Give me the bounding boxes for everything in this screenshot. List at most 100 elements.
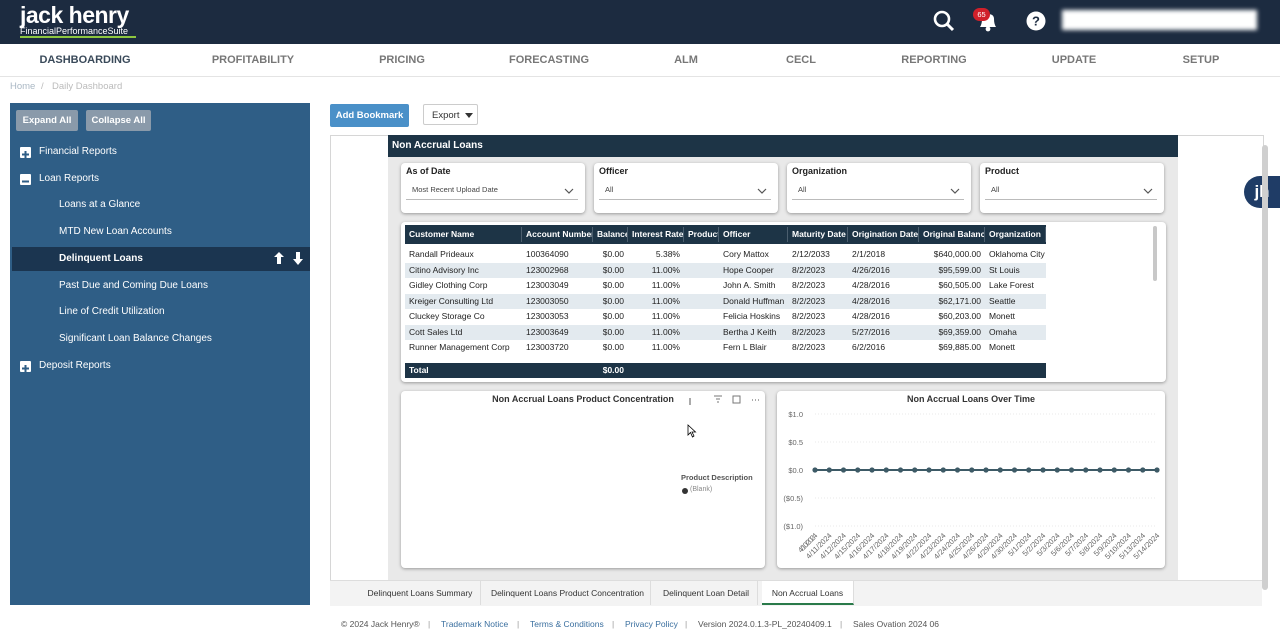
filter-dropdown[interactable]: All bbox=[599, 183, 771, 200]
table-cell: 8/2/2023 bbox=[792, 264, 826, 275]
y-tick-label: ($1.0) bbox=[783, 522, 803, 531]
nav-item[interactable]: FORECASTING bbox=[508, 54, 590, 66]
scrollbar bbox=[1262, 145, 1268, 590]
table-cell: $0.00 bbox=[602, 342, 624, 352]
nav-item[interactable]: DASHBOARDING bbox=[39, 54, 131, 66]
arrow-down bbox=[293, 251, 303, 265]
column-header[interactable]: Organization bbox=[985, 227, 1046, 242]
column-header[interactable]: Interest Rate bbox=[628, 227, 684, 242]
table-cell: Fern L Blair bbox=[723, 342, 767, 352]
page-tab[interactable]: Delinquent Loan Detail bbox=[655, 581, 758, 605]
column-header[interactable]: Balance bbox=[593, 227, 628, 242]
tree-folder[interactable]: Financial Reports bbox=[39, 146, 117, 157]
tree-report[interactable]: Significant Loan Balance Changes bbox=[59, 332, 212, 344]
collapse-icon[interactable] bbox=[20, 173, 31, 185]
table-cell: 11.00% bbox=[651, 264, 680, 275]
reorder-arrows[interactable] bbox=[272, 247, 308, 271]
data-point bbox=[869, 467, 875, 473]
nav-item[interactable]: REPORTING bbox=[901, 54, 967, 66]
table-cell: 123003720 bbox=[526, 342, 569, 352]
table-cell: $0.00 bbox=[602, 280, 624, 290]
help-icon[interactable]: ? bbox=[1025, 10, 1047, 32]
table-cell: 11.00% bbox=[651, 280, 680, 290]
expand-icon[interactable] bbox=[20, 360, 31, 372]
table-cell: $0.00 bbox=[602, 295, 624, 306]
tree-report[interactable]: Past Due and Coming Due Loans bbox=[59, 279, 208, 291]
chevron-shape bbox=[757, 188, 767, 194]
column-header[interactable]: Officer bbox=[719, 227, 788, 242]
breadcrumb-link[interactable]: Home bbox=[10, 81, 36, 92]
table-cell: $69,885.00 bbox=[938, 342, 981, 352]
data-point bbox=[1140, 467, 1146, 473]
table-cell: Seattle bbox=[989, 295, 1016, 306]
filter-dropdown[interactable]: All bbox=[985, 183, 1157, 200]
expand-icon[interactable] bbox=[20, 147, 31, 158]
breadcrumb-separator: / bbox=[41, 81, 44, 92]
table-cell: $95,599.00 bbox=[938, 264, 981, 275]
column-header[interactable]: Customer Name bbox=[405, 227, 522, 242]
table-cell: Felicia Hoskins bbox=[723, 311, 781, 321]
expand-all-button[interactable]: Expand All bbox=[16, 110, 78, 131]
logo-sub: FinancialPerformanceSuite bbox=[20, 26, 129, 36]
footer-item[interactable]: Trademark Notice bbox=[441, 619, 509, 629]
table-cell: $62,171.00 bbox=[938, 295, 981, 306]
tree-report[interactable]: Line of Credit Utilization bbox=[59, 306, 165, 318]
table-cell: Cott Sales Ltd bbox=[409, 326, 463, 337]
page-tab[interactable]: Non Accrual Loans bbox=[762, 581, 854, 605]
filter-label: Organization bbox=[792, 166, 848, 176]
nav-item[interactable]: CECL bbox=[786, 54, 816, 66]
tree-report[interactable]: Loans at a Glance bbox=[59, 199, 141, 211]
column-header[interactable]: Maturity Date bbox=[788, 227, 848, 242]
report-canvas: Non Accrual Loans As of Date Most Recent U… bbox=[388, 135, 1178, 580]
nav-item[interactable]: ALM bbox=[674, 54, 698, 66]
mouse-cursor bbox=[687, 424, 697, 438]
footer-item[interactable]: Privacy Policy bbox=[625, 619, 678, 629]
column-header[interactable]: Origination Date bbox=[848, 227, 919, 242]
filter-card: As of Date Most Recent Upload Date bbox=[401, 163, 585, 213]
table-cell: Omaha bbox=[989, 326, 1017, 337]
column-header[interactable]: Product bbox=[684, 227, 719, 242]
data-point bbox=[997, 467, 1003, 473]
table-cell: Bertha J Keith bbox=[723, 326, 777, 337]
nav-item[interactable]: PROFITABILITY bbox=[211, 54, 295, 66]
page-tab[interactable]: Delinquent Loans Summary bbox=[360, 581, 481, 605]
filter-dropdown[interactable]: Most Recent Upload Date bbox=[406, 183, 578, 200]
notification-badge[interactable]: 65 bbox=[973, 8, 990, 21]
nav-item[interactable]: PRICING bbox=[379, 54, 425, 66]
table-cell: St Louis bbox=[989, 264, 1020, 275]
visual-header-icons[interactable] bbox=[686, 394, 766, 406]
table-cell: 123002968 bbox=[526, 264, 569, 275]
footer-item[interactable]: Terms & Conditions bbox=[530, 619, 604, 629]
table-cell: $69,359.00 bbox=[938, 326, 981, 337]
page-tab[interactable]: Delinquent Loans Product Concentration bbox=[485, 581, 651, 605]
column-header[interactable]: Original Balance bbox=[919, 227, 985, 242]
total-balance: $0.00 bbox=[602, 365, 624, 375]
data-point bbox=[1011, 467, 1018, 473]
data-point bbox=[840, 467, 847, 473]
tree-folder[interactable]: Deposit Reports bbox=[39, 359, 111, 371]
data-point bbox=[1068, 467, 1075, 473]
table-scrollbar bbox=[1153, 226, 1157, 281]
column-header[interactable]: Account Number bbox=[522, 227, 593, 242]
table-cell: 8/2/2023 bbox=[792, 326, 826, 337]
filter-dropdown[interactable]: All bbox=[792, 183, 964, 200]
table-cell: 8/2/2023 bbox=[792, 280, 826, 290]
legend-title: Product Description bbox=[681, 473, 753, 482]
search-icon[interactable] bbox=[932, 10, 958, 32]
nav-item[interactable]: UPDATE bbox=[1051, 54, 1097, 66]
caret bbox=[465, 113, 473, 118]
collapse-all-button[interactable]: Collapse All bbox=[86, 110, 151, 131]
tree-folder[interactable]: Loan Reports bbox=[39, 172, 100, 184]
table-cell: Oklahoma City bbox=[989, 249, 1045, 259]
add-bookmark-button[interactable]: Add Bookmark bbox=[330, 104, 409, 127]
chevron-shape bbox=[564, 188, 574, 194]
table-cell: 2/1/2018 bbox=[852, 249, 886, 259]
tree-report[interactable]: MTD New Loan Accounts bbox=[59, 226, 172, 238]
active-row bbox=[12, 246, 310, 271]
export-button[interactable]: Export bbox=[423, 104, 478, 125]
breadcrumb-current: Daily Dashboard bbox=[52, 81, 123, 92]
report-title: Non Accrual Loans bbox=[392, 140, 483, 151]
tree-report[interactable]: Delinquent Loans bbox=[59, 252, 143, 264]
nav-item[interactable]: SETUP bbox=[1182, 54, 1220, 66]
